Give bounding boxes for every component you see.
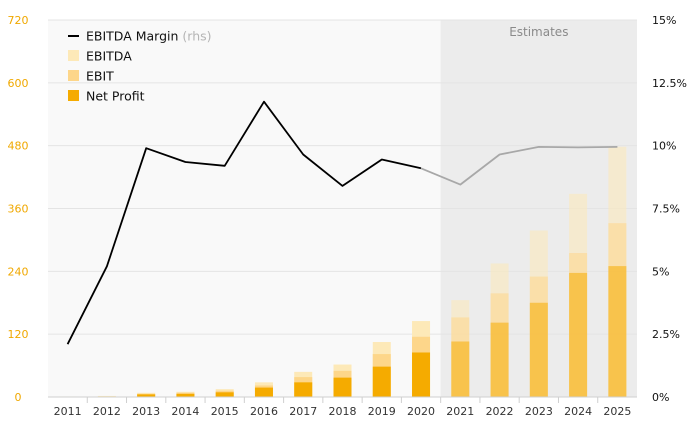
x-tick-label: 2013 [132,405,160,418]
legend-swatch-ebitda [68,50,79,61]
ebitda-margin-line-estimate [420,146,618,186]
net-profit-bar [569,272,588,397]
bars [58,146,627,397]
y-left-tick-label: 720 [8,14,29,27]
y-left-tick-label: 0 [15,391,22,404]
y-left-tick-label: 360 [8,203,29,216]
legend-label: Net Profit [86,89,145,104]
legend-label: EBIT [86,69,114,84]
x-tick-label: 2021 [446,405,474,418]
y-right-tick-label: 10% [652,140,676,153]
x-tick-label: 2023 [525,405,553,418]
net-profit-bar [294,382,313,397]
legend-label-suffix: (rhs) [178,29,211,44]
x-tick-label: 2014 [171,405,199,418]
x-tick-label: 2017 [289,405,317,418]
y-left-tick-label: 600 [8,77,29,90]
legend-swatch-net-profit [68,90,79,101]
net-profit-bar [412,352,431,397]
y-right-tick-label: 7.5% [652,203,680,216]
x-tick-label: 2025 [603,405,631,418]
y-right-tick-label: 2.5% [652,328,680,341]
y-left-tick-label: 120 [8,328,29,341]
y-right-tick-label: 15% [652,14,676,27]
x-tick-label: 2015 [211,405,239,418]
x-tick-label: 2022 [486,405,514,418]
y-axis-right: 0% 2.5% 5% 7.5% 10% 12.5% 15% [652,14,687,404]
x-tick-label: 2018 [329,405,357,418]
x-tick-label: 2020 [407,405,435,418]
net-profit-bar [254,387,273,397]
y-right-tick-label: 5% [652,265,669,278]
net-profit-bar [137,394,156,397]
y-left-tick-label: 240 [8,265,29,278]
net-profit-bar [176,393,195,397]
estimates-label: Estimates [509,25,568,39]
x-tick-label: 2012 [93,405,121,418]
net-profit-bar [215,392,234,397]
ebitda-margin-line-actual [66,100,422,345]
legend-label: EBITDA [86,49,132,64]
net-profit-bar [451,341,470,397]
y-right-tick-label: 12.5% [652,77,687,90]
x-tick-label: 2011 [54,405,82,418]
x-tick-label: 2016 [250,405,278,418]
x-axis: 2011 2012 2013 2014 2015 2016 2017 2018 2019 2020… [54,405,632,418]
legend-swatch-ebit [68,70,79,81]
net-profit-bar [333,377,352,397]
margin-line [66,100,618,345]
net-profit-bar [608,266,627,397]
legend-label: EBITDA Margin (rhs) [86,29,212,44]
net-profit-bar [372,366,391,397]
legend: EBITDA Margin (rhs) EBITDA EBIT Net Profit [68,29,212,104]
x-tick-label: 2019 [368,405,396,418]
y-axis-left: 0 120 240 360 480 600 720 [8,14,29,404]
net-profit-bar [529,302,548,397]
y-right-tick-label: 0% [652,391,669,404]
net-profit-bar [490,322,509,397]
x-tick-label: 2024 [564,405,592,418]
y-left-tick-label: 480 [8,140,29,153]
